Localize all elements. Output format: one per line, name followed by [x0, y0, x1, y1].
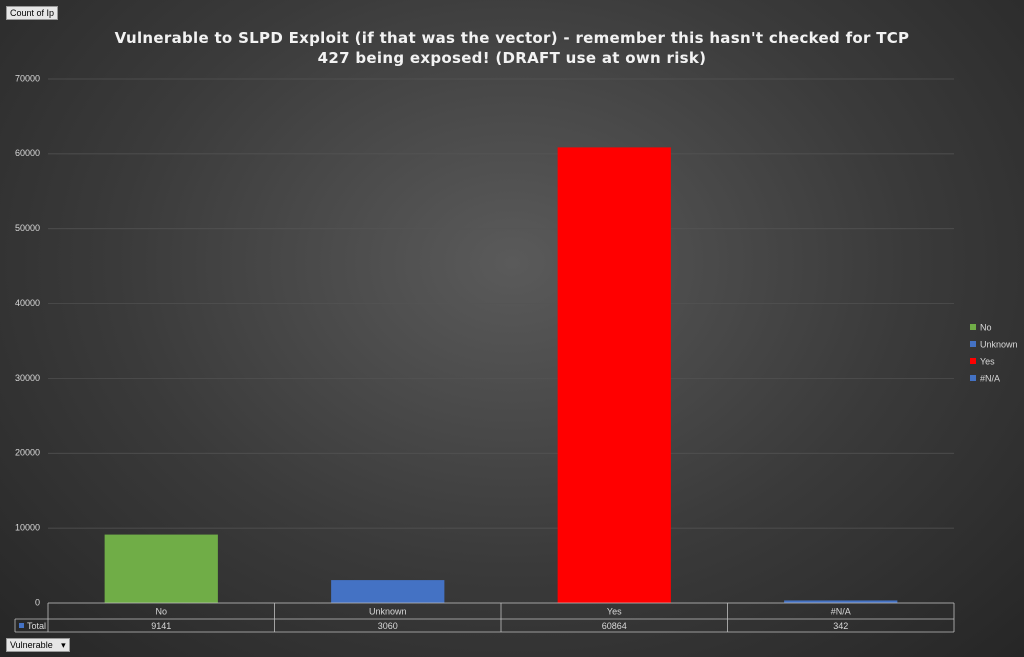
x-tick-label: Yes	[607, 606, 622, 616]
dropdown-arrow[interactable]: ▾	[61, 640, 66, 650]
y-tick-label: 20000	[15, 448, 40, 458]
x-tick-label: #N/A	[831, 606, 851, 616]
y-tick-label: 30000	[15, 373, 40, 383]
value-field-button[interactable]: Count of Ip	[6, 6, 59, 20]
legend-label: #N/A	[980, 373, 1000, 383]
y-tick-label: 60000	[15, 148, 40, 158]
axis-field-button[interactable]: Vulnerable ▾	[6, 638, 70, 652]
table-legend-key	[19, 623, 24, 628]
table-value: 342	[833, 621, 848, 631]
legend-label: Yes	[980, 356, 995, 366]
x-tick-label: No	[155, 606, 167, 616]
legend-marker	[970, 358, 976, 364]
bar	[331, 580, 445, 603]
bar	[557, 147, 671, 604]
table-value: 60864	[602, 621, 627, 631]
y-tick-label: 50000	[15, 223, 40, 233]
x-tick-label: Unknown	[369, 606, 407, 616]
legend-label: Unknown	[980, 339, 1018, 349]
legend-marker	[970, 375, 976, 381]
legend-label: No	[980, 322, 992, 332]
table-value: 9141	[151, 621, 171, 631]
y-tick-label: 10000	[15, 523, 40, 533]
y-tick-label: 0	[35, 597, 40, 607]
y-tick-label: 70000	[15, 73, 40, 83]
legend-marker	[970, 341, 976, 347]
table-value: 3060	[378, 621, 398, 631]
chart-title: Vulnerable to SLPD Exploit (if that was …	[114, 29, 910, 67]
table-series-name: Total	[27, 621, 46, 631]
legend-marker	[970, 324, 976, 330]
bar	[784, 600, 898, 603]
axis-field-label: Vulnerable	[10, 640, 53, 650]
bar	[104, 534, 218, 603]
y-tick-label: 40000	[15, 298, 40, 308]
